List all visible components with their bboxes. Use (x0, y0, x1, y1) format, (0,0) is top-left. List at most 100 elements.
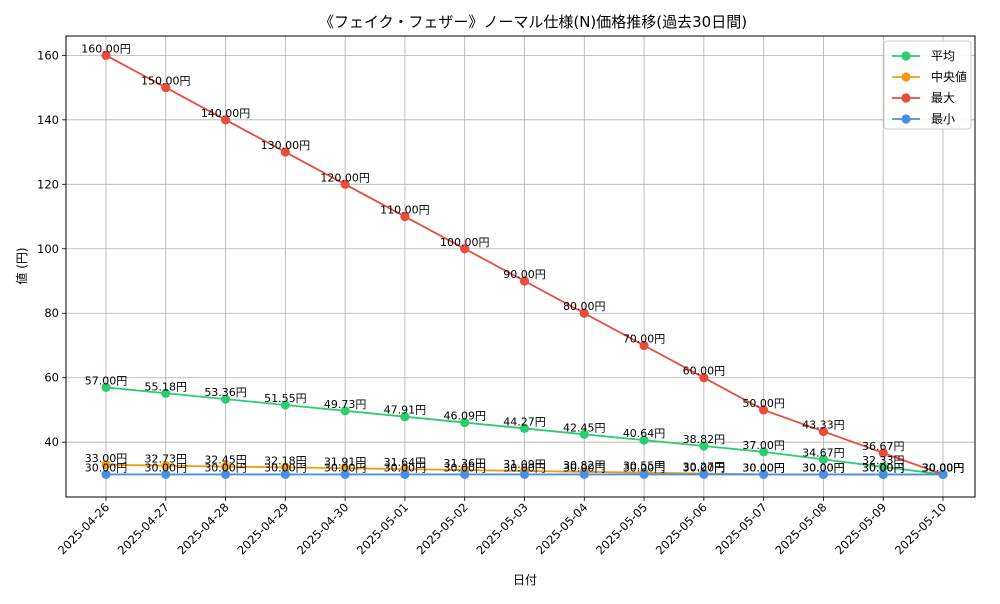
data-label: 30.00円 (85, 461, 128, 474)
x-tick-label: 2025-04-30 (294, 500, 351, 557)
data-label: 140.00円 (201, 107, 251, 120)
data-point (220, 394, 231, 404)
y-axis-label: 値 (円) (14, 247, 29, 284)
data-point (818, 426, 829, 437)
data-label: 30.27円 (683, 461, 726, 474)
data-label: 42.45円 (563, 421, 606, 434)
data-point (519, 469, 530, 480)
data-label: 30.00円 (742, 461, 785, 474)
data-label: 70.00円 (623, 332, 666, 345)
data-label: 36.67円 (862, 440, 905, 453)
x-tick-label: 2025-05-10 (892, 500, 949, 557)
legend-marker (901, 72, 911, 82)
data-point (878, 448, 888, 458)
legend-label: 平均 (931, 49, 955, 63)
data-point (280, 147, 290, 157)
data-label: 31.09円 (503, 458, 546, 471)
legend-box (883, 40, 972, 130)
data-label: 30.00円 (264, 461, 307, 474)
data-label: 32.18円 (264, 454, 307, 467)
data-label: 32.45円 (204, 454, 247, 467)
data-label: 31.64円 (384, 456, 427, 469)
data-point (161, 461, 171, 471)
data-labels: 57.00円 55.18円 53.36円 51.55円 49.73円 47.91円 46.0… (81, 42, 964, 474)
data-point (759, 447, 769, 457)
data-point (101, 469, 111, 480)
data-label: 110.00円 (380, 204, 430, 217)
legend-marker (901, 51, 911, 61)
data-label: 60.00円 (683, 365, 726, 378)
data-label: 40.64円 (623, 427, 666, 440)
data-point (460, 469, 470, 480)
data-label: 30.00円 (862, 461, 905, 474)
data-label: 49.73円 (324, 398, 367, 411)
data-point (699, 373, 709, 383)
y-tick-label: 40 (44, 435, 59, 449)
data-point (101, 460, 111, 470)
legend-marker (901, 114, 911, 124)
data-point (519, 276, 530, 286)
data-label: 80.00円 (563, 300, 606, 313)
y-tick-label: 140 (37, 113, 59, 127)
x-tick-label: 2025-05-05 (593, 500, 650, 557)
data-point (340, 406, 350, 416)
data-label: 30.00円 (324, 461, 367, 474)
data-label: 46.09円 (443, 410, 486, 423)
data-label: 30.00円 (862, 461, 905, 474)
data-label: 30.00円 (922, 461, 965, 474)
data-label: 160.00円 (81, 42, 131, 55)
data-label: 51.55円 (264, 392, 307, 405)
data-point (280, 469, 290, 480)
data-label: 120.00円 (320, 171, 370, 184)
series-lines (101, 50, 948, 480)
data-point (699, 469, 709, 480)
data-label: 44.27円 (503, 415, 546, 428)
data-label: 150.00円 (141, 75, 191, 88)
data-point (579, 308, 589, 318)
data-point (400, 412, 410, 422)
data-label: 30.00円 (563, 461, 606, 474)
data-label: 30.00円 (145, 461, 188, 474)
x-tick-label: 2025-05-06 (653, 500, 710, 557)
data-point (400, 469, 410, 480)
data-label: 57.00円 (85, 374, 128, 387)
data-point (161, 388, 171, 398)
data-label: 31.36円 (443, 457, 486, 470)
data-point (101, 382, 111, 392)
data-point (519, 423, 530, 434)
data-label: 30.00円 (443, 461, 486, 474)
data-point (400, 211, 410, 222)
data-label: 55.18円 (145, 380, 188, 393)
data-label: 37.00円 (742, 439, 785, 452)
data-point (101, 50, 111, 60)
data-label: 33.00円 (85, 452, 128, 465)
data-point (759, 405, 769, 415)
data-point (878, 462, 888, 472)
data-point (340, 179, 350, 189)
data-label: 32.73円 (145, 453, 188, 466)
data-label: 30.00円 (503, 461, 546, 474)
x-tick-label: 2025-05-03 (473, 500, 530, 557)
x-tick-label: 2025-05-07 (713, 500, 770, 557)
data-label: 53.36円 (204, 386, 247, 399)
data-label: 47.91円 (384, 404, 427, 417)
data-label: 30.00円 (922, 461, 965, 474)
data-label: 30.00円 (742, 461, 785, 474)
data-label: 130.00円 (261, 139, 311, 152)
data-point (340, 469, 350, 480)
x-tick-label: 2025-04-29 (234, 500, 291, 557)
data-point (938, 469, 948, 480)
x-tick-label: 2025-05-04 (533, 500, 590, 557)
legend-label: 最大 (931, 91, 955, 105)
x-tick-label: 2025-04-27 (115, 500, 172, 557)
data-label: 30.55円 (623, 460, 666, 473)
data-point (460, 417, 470, 428)
data-point (579, 469, 589, 480)
data-point (280, 400, 290, 410)
data-point (220, 115, 231, 125)
data-label: 30.00円 (922, 461, 965, 474)
data-point (460, 244, 470, 254)
